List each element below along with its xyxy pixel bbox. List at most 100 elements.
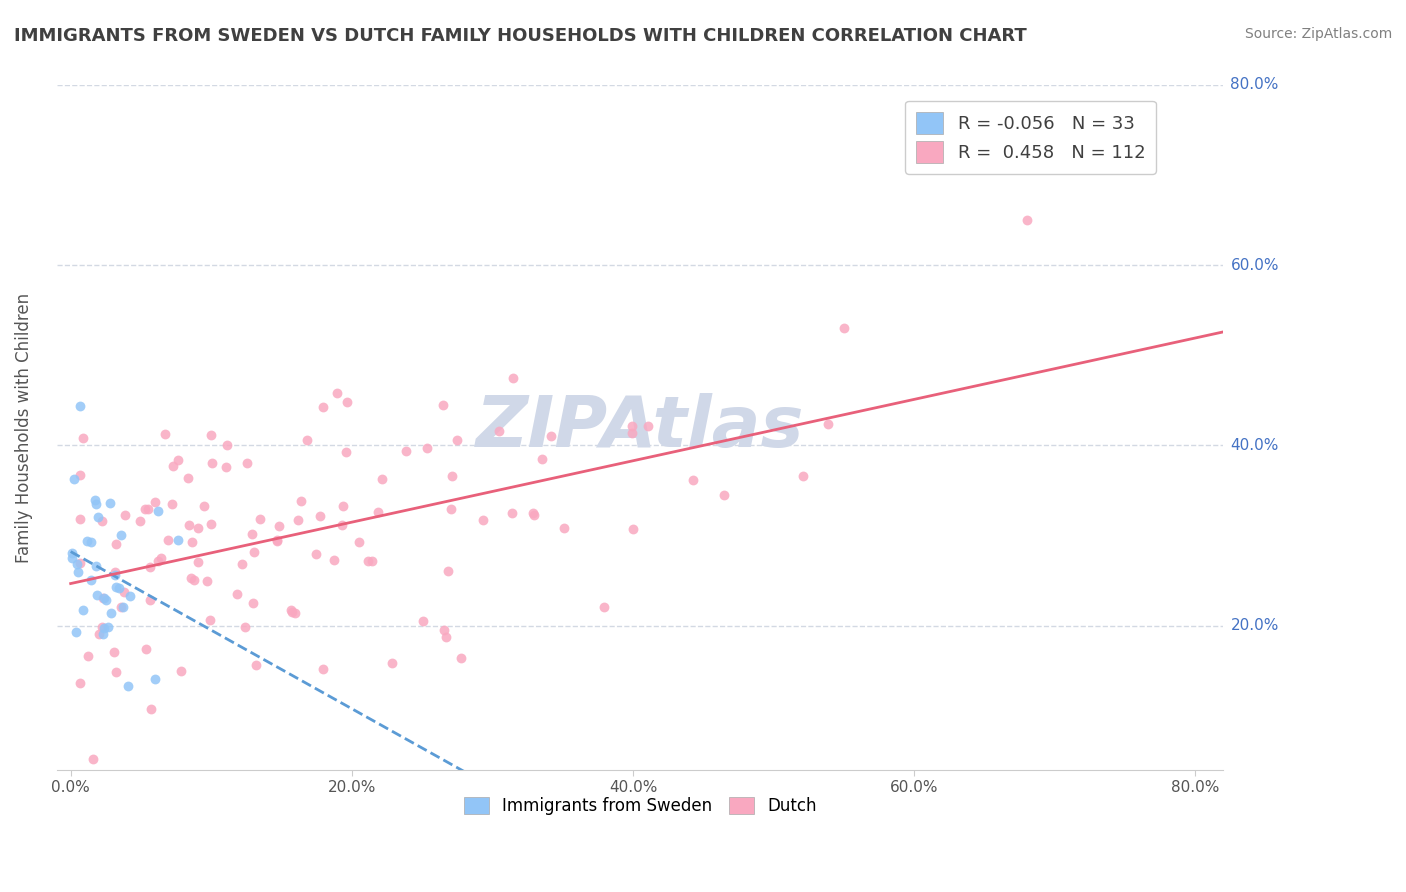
Point <box>330 518 353 533</box>
Point <box>156 533 179 547</box>
Y-axis label: Family Households with Children: Family Households with Children <box>15 293 32 563</box>
Point <box>367 505 389 519</box>
Point <box>160 497 183 511</box>
Point <box>77 649 100 664</box>
Point <box>215 460 238 475</box>
Point <box>312 400 335 414</box>
Point <box>412 614 434 628</box>
Point <box>472 513 495 527</box>
Point <box>553 521 575 535</box>
Point <box>110 599 132 614</box>
Point <box>446 433 468 447</box>
Point <box>371 471 394 485</box>
Point <box>84 558 107 573</box>
Point <box>269 519 291 533</box>
Point <box>136 501 159 516</box>
Point <box>86 589 108 603</box>
Point <box>69 399 91 413</box>
Point <box>60 551 83 566</box>
Point <box>118 589 141 603</box>
Point <box>530 452 553 467</box>
Point <box>309 509 332 524</box>
Point <box>280 602 302 616</box>
Point <box>139 702 162 716</box>
Point <box>193 499 215 513</box>
Point <box>134 501 156 516</box>
Point <box>84 497 107 511</box>
Point <box>305 548 328 562</box>
Point <box>100 606 122 620</box>
Point <box>245 657 267 672</box>
Text: 60.0%: 60.0% <box>1230 258 1279 273</box>
Point <box>266 534 288 549</box>
Point <box>621 418 644 433</box>
Point <box>112 585 135 599</box>
Point <box>441 468 464 483</box>
Point <box>69 676 91 690</box>
Point <box>280 605 302 619</box>
Point <box>138 592 160 607</box>
Point <box>332 499 354 513</box>
Point <box>284 606 307 620</box>
Point <box>91 627 114 641</box>
Point <box>637 419 659 434</box>
Point <box>242 596 264 610</box>
Point <box>432 398 454 412</box>
Point <box>104 567 127 582</box>
Point <box>440 501 463 516</box>
Point <box>166 452 188 467</box>
Point <box>416 441 439 455</box>
Point <box>148 504 170 518</box>
Point <box>502 371 524 385</box>
Point <box>312 662 335 676</box>
Point <box>832 321 855 335</box>
Point <box>437 565 460 579</box>
Point <box>128 514 150 528</box>
Point <box>67 565 90 579</box>
Point <box>89 627 111 641</box>
Point <box>97 620 120 634</box>
Point <box>84 493 107 508</box>
Point <box>65 625 87 640</box>
Point <box>117 679 139 693</box>
Point <box>195 574 218 588</box>
Point <box>170 665 193 679</box>
Point <box>335 445 357 459</box>
Point <box>93 591 115 606</box>
Point <box>91 619 114 633</box>
Point <box>80 573 103 587</box>
Point <box>183 574 205 588</box>
Point <box>167 533 190 548</box>
Point <box>153 427 176 442</box>
Point <box>297 434 319 448</box>
Text: IMMIGRANTS FROM SWEDEN VS DUTCH FAMILY HOUSEHOLDS WITH CHILDREN CORRELATION CHAR: IMMIGRANTS FROM SWEDEN VS DUTCH FAMILY H… <box>14 27 1026 45</box>
Point <box>135 642 157 657</box>
Point <box>357 554 380 568</box>
Point <box>792 469 814 483</box>
Point <box>540 429 562 443</box>
Point <box>66 558 89 572</box>
Point <box>63 472 86 486</box>
Point <box>82 751 104 765</box>
Point <box>149 550 172 565</box>
Point <box>225 587 247 601</box>
Point <box>200 516 222 531</box>
Point <box>201 456 224 470</box>
Point <box>139 560 162 574</box>
Point <box>817 417 839 431</box>
Point <box>231 558 253 572</box>
Point <box>243 545 266 559</box>
Text: 80.0%: 80.0% <box>1230 78 1279 93</box>
Point <box>434 630 457 644</box>
Point <box>200 427 222 442</box>
Point <box>91 515 114 529</box>
Point <box>347 535 370 549</box>
Point <box>94 593 117 607</box>
Point <box>98 496 121 510</box>
Point <box>104 580 127 594</box>
Point <box>198 613 221 627</box>
Point <box>249 512 271 526</box>
Point <box>104 565 127 579</box>
Point <box>111 600 134 615</box>
Legend: Immigrants from Sweden, Dutch: Immigrants from Sweden, Dutch <box>456 789 825 823</box>
